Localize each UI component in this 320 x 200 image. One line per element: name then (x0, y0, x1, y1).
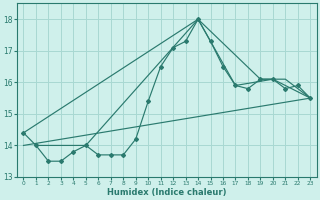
X-axis label: Humidex (Indice chaleur): Humidex (Indice chaleur) (107, 188, 227, 197)
